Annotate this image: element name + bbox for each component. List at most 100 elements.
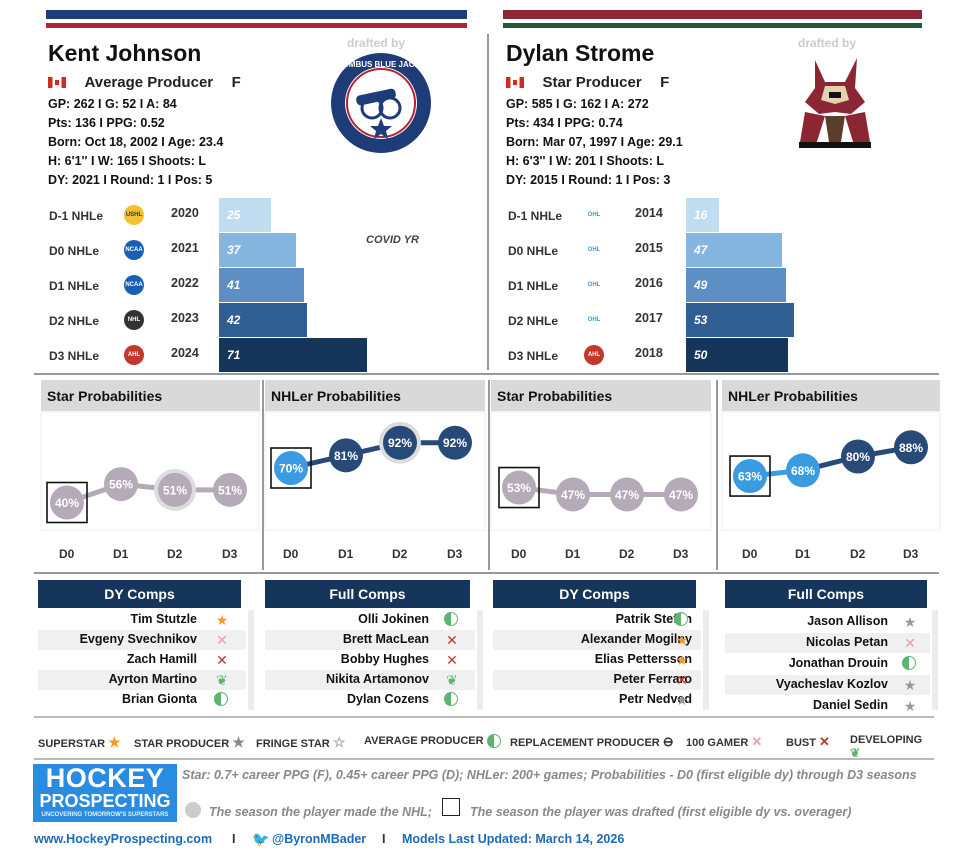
section-divider (34, 572, 939, 574)
footer-separator: I (232, 832, 236, 846)
draft-year-marker (498, 466, 540, 509)
player-type-row: Average Producer F (48, 74, 241, 92)
comp-row: Ayrton Martino (38, 670, 246, 690)
prob-point (841, 439, 875, 474)
nhle-bar: 53 (686, 303, 794, 337)
comp-row: Jason Allison (725, 612, 930, 632)
comp-row: Nicolas Petan (725, 633, 930, 653)
season-label: D3 NHLe (508, 349, 559, 363)
orange-star-icon: ★ (215, 612, 229, 628)
prob-value-label: 47% (561, 488, 585, 502)
square-outline-icon (442, 798, 460, 816)
stat-line-1: GP: 585 I G: 162 I A: 272 (506, 97, 649, 111)
x-axis-label: D0 (511, 547, 527, 561)
comp-scrollbar[interactable] (932, 610, 938, 710)
x-axis-label: D2 (850, 547, 866, 561)
half-circle-icon (902, 656, 916, 670)
comp-player-name: Jonathan Drouin (788, 656, 888, 670)
comp-player-name: Peter Ferraro (613, 672, 692, 686)
comp-player-name: Ayrton Martino (108, 672, 197, 686)
prob-value-label: 63% (738, 470, 762, 484)
legend-bust: BUST ✕ (786, 734, 830, 749)
prob-point (383, 425, 417, 460)
dy-comps-header-left: DY Comps (38, 580, 241, 608)
prob-point (664, 477, 698, 512)
comp-player-name: Olli Jokinen (358, 612, 429, 626)
twitter-bird-icon: 🐦 (252, 831, 270, 847)
producer-type: Average Producer (84, 74, 214, 91)
half-circle-icon (444, 692, 458, 706)
prob-value-label: 40% (55, 496, 79, 510)
comp-scrollbar[interactable] (703, 610, 709, 710)
outline-star-icon: ☆ (332, 734, 346, 750)
legend-superstar: SUPERSTAR ★ (38, 734, 121, 750)
comp-row: Nikita Artamonov (265, 670, 475, 690)
prob-value-label: 81% (334, 449, 358, 463)
season-label: D3 NHLe (49, 349, 100, 363)
ahl-league-icon: AHL (124, 345, 144, 365)
prob-panel-bg (490, 411, 712, 531)
x-axis-label: D1 (338, 547, 354, 561)
probability-charts: 40% 56% 51% 51% 70% 81% 92% 92% 53% 47% 47% 47% 63% 6… (40, 411, 941, 531)
prob-point (502, 470, 536, 505)
draft-year-marker (729, 455, 771, 497)
season-year: 2021 (171, 241, 199, 255)
prob-value-label: 51% (163, 483, 187, 497)
x-axis-label: D3 (447, 547, 463, 561)
comp-player-name: Brett MacLean (342, 632, 429, 646)
comp-row: Zach Hamill (38, 650, 246, 670)
season-year: 2016 (635, 276, 663, 290)
orange-star-icon: ★ (675, 652, 689, 668)
red-x-icon: ✕ (446, 632, 458, 648)
footer-twitter-link[interactable]: @ByronMBader (272, 832, 367, 846)
nhle-bar: 16 (686, 198, 719, 232)
player-type-row: Star Producer F (506, 74, 669, 92)
nhle-bar: 41 (219, 268, 305, 302)
ohl-league-icon: OHL (584, 240, 604, 260)
comp-scrollbar[interactable] (477, 610, 483, 710)
legend-100-gamer: 100 GAMER ✕ (686, 734, 763, 749)
panel-divider (488, 380, 490, 570)
prob-value-label: 47% (615, 488, 639, 502)
x-axis-label: D2 (619, 547, 635, 561)
leaf-icon: ❦ (446, 672, 458, 688)
legend-star-producer: STAR PRODUCER ★ (134, 734, 245, 750)
grey-star-icon: ★ (903, 698, 917, 714)
notes-line-1: Star: 0.7+ career PPG (F), 0.45+ career … (182, 768, 917, 782)
red-x-icon: ✕ (676, 672, 688, 688)
comp-row: Alexander Mogilny (493, 630, 701, 650)
x-axis-label: D3 (903, 547, 919, 561)
comp-scrollbar[interactable] (248, 610, 254, 710)
comp-row: Vyacheslav Kozlov (725, 675, 930, 695)
comp-player-name: Alexander Mogilny (580, 632, 692, 646)
season-year: 2022 (171, 276, 199, 290)
x-axis-label: D0 (742, 547, 758, 561)
ohl-league-icon: OHL (584, 205, 604, 225)
ohl-league-icon: OHL (584, 310, 604, 330)
comp-player-name: Petr Nedved (619, 692, 692, 706)
producer-type: Star Producer (542, 74, 642, 91)
prob-value-label: 92% (388, 436, 412, 450)
season-label: D-1 NHLe (508, 209, 563, 223)
player-divider (487, 34, 489, 370)
leaf-icon: ❦ (216, 672, 228, 688)
comp-row: Bobby Hughes (265, 650, 475, 670)
footer-site-link[interactable]: www.HockeyProspecting.com (34, 832, 213, 846)
svg-text:COLUMBUS BLUE JACKETS: COLUMBUS BLUE JACKETS (328, 60, 434, 69)
section-divider (34, 373, 939, 375)
comp-player-name: Nicolas Petan (806, 635, 888, 649)
comp-row: Brian Gionta (38, 690, 246, 710)
half-circle-icon (674, 612, 688, 626)
prob-value-label: 47% (669, 488, 693, 502)
ncaa-league-icon: NCAA (124, 240, 144, 260)
legend-bar: SUPERSTAR ★ STAR PRODUCER ★ FRINGE STAR … (34, 716, 934, 760)
x-axis-label: D1 (795, 547, 811, 561)
stat-line-4: H: 6'1'' I W: 165 I Shoots: L (48, 154, 207, 168)
prob-value-label: 80% (846, 450, 870, 464)
nhle-bar: 47 (686, 233, 782, 267)
prob-value-label: 70% (279, 462, 303, 476)
notes-drafted: The season the player was drafted (first… (470, 805, 852, 819)
position: F (660, 74, 670, 91)
comp-row: Jonathan Drouin (725, 654, 930, 674)
prob-point (158, 472, 192, 507)
